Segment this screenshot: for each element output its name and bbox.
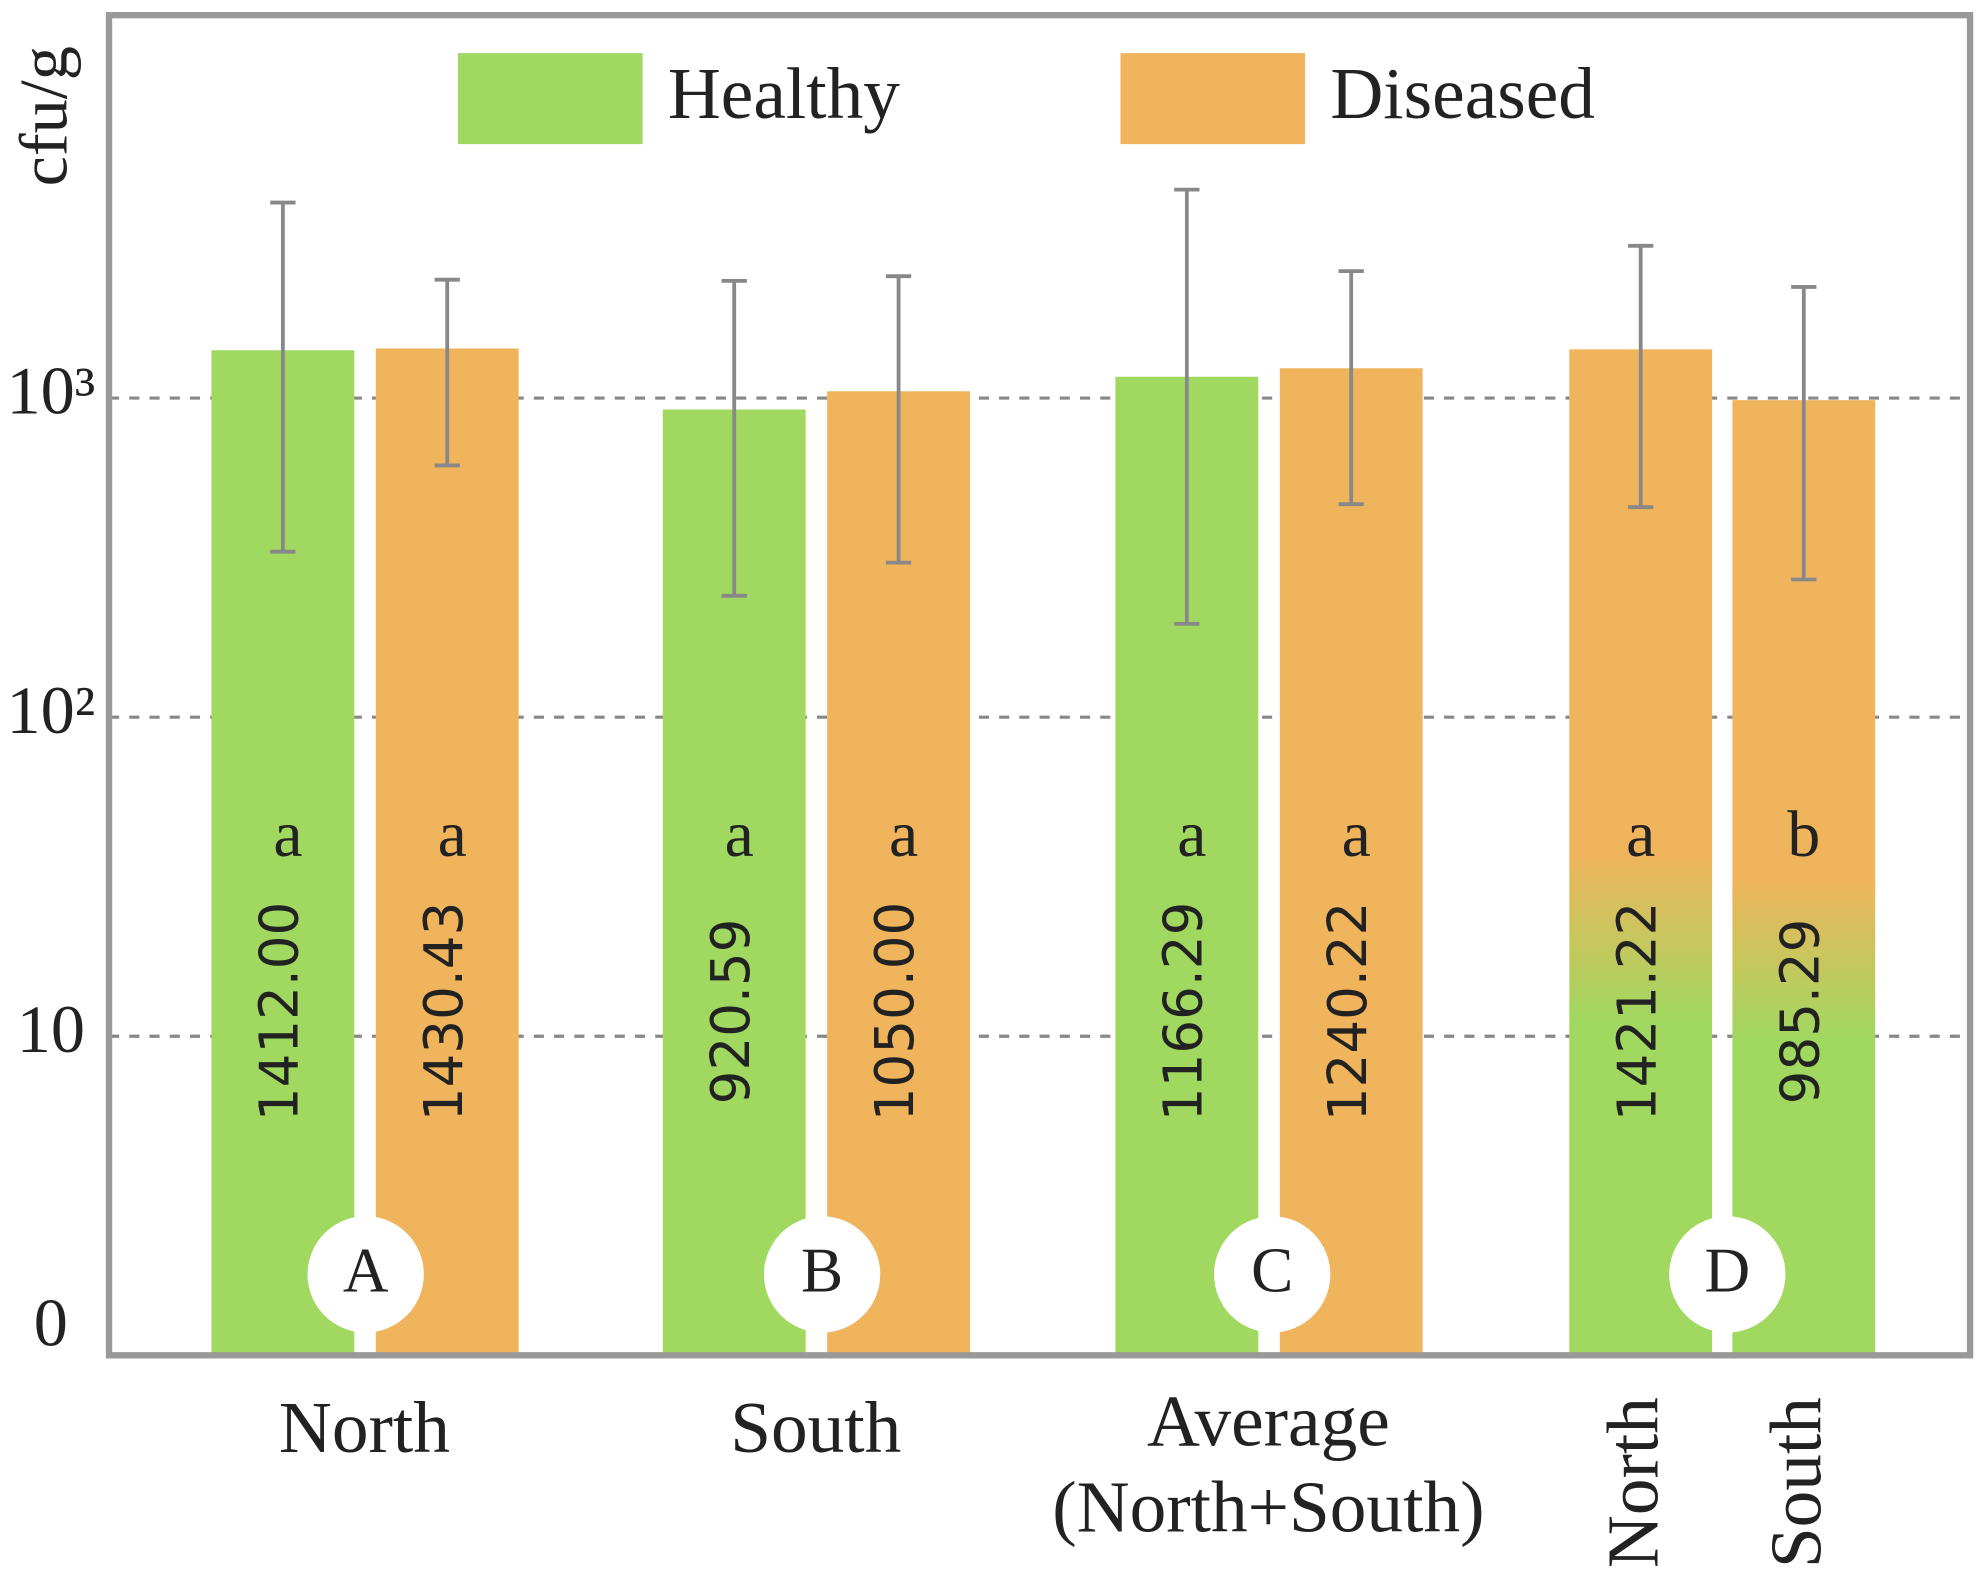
significance-letter: a: [1626, 798, 1655, 871]
panel-badge: [1214, 1216, 1331, 1333]
legend-label: Diseased: [1330, 53, 1595, 134]
value-label: 1166.29: [1152, 902, 1214, 1122]
legend-swatch: [1120, 53, 1306, 145]
legend-swatch: [457, 53, 643, 145]
bar: [1569, 349, 1713, 1356]
y-axis-label: cfu/g: [6, 46, 82, 186]
significance-letter: a: [889, 798, 918, 871]
significance-letter: a: [273, 798, 302, 871]
significance-letter: b: [1787, 798, 1820, 871]
x-tick-label: North: [279, 1387, 450, 1468]
bar: [375, 348, 519, 1356]
value-label: 1421.22: [1606, 902, 1668, 1122]
value-label: 920.59: [700, 919, 762, 1105]
panel-badge: [763, 1216, 881, 1333]
x-tick-label: North: [1593, 1397, 1674, 1568]
panel-label: C: [1251, 1235, 1293, 1305]
value-label: 1430.43: [413, 902, 475, 1122]
x-tick-label: South: [1756, 1397, 1837, 1568]
panel-badge: [307, 1216, 424, 1333]
significance-letter: a: [1342, 798, 1371, 871]
panel-label: D: [1704, 1235, 1750, 1305]
x-tick-label: South: [730, 1387, 901, 1468]
plot-frame: [105, 12, 1974, 1359]
y-tick-label: 10: [17, 991, 85, 1067]
y-tick-label: 0: [34, 1285, 68, 1361]
value-label: 1050.00: [864, 902, 926, 1122]
x-tick-label: Average: [1147, 1380, 1390, 1461]
value-label: 1240.22: [1317, 902, 1379, 1122]
significance-letter: a: [725, 798, 754, 871]
panel-label: B: [801, 1235, 843, 1305]
panel-badge: [1669, 1216, 1786, 1333]
panel-label: A: [343, 1235, 389, 1305]
y-tick-label: 10²: [7, 672, 96, 748]
bar: [1279, 368, 1423, 1356]
significance-letter: a: [438, 798, 467, 871]
significance-letter: a: [1177, 798, 1206, 871]
x-tick-label: (North+South): [1052, 1466, 1484, 1547]
value-label: 1412.00: [249, 902, 311, 1122]
y-tick-label: 10³: [7, 353, 96, 429]
legend-label: Healthy: [668, 53, 900, 134]
value-label: 985.29: [1769, 919, 1831, 1105]
